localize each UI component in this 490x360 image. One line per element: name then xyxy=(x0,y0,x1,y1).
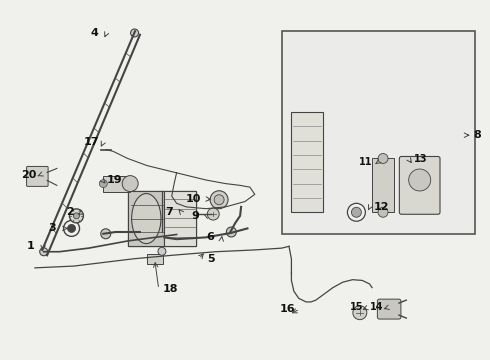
Bar xyxy=(128,191,164,246)
FancyBboxPatch shape xyxy=(377,299,401,319)
Text: 19: 19 xyxy=(106,175,122,185)
Text: 14: 14 xyxy=(370,302,384,312)
Circle shape xyxy=(409,169,431,191)
Text: 3: 3 xyxy=(48,224,56,233)
Circle shape xyxy=(378,207,388,217)
Bar xyxy=(292,112,323,212)
Text: 9: 9 xyxy=(191,211,199,221)
Bar xyxy=(164,191,196,246)
Text: 8: 8 xyxy=(473,130,481,140)
Circle shape xyxy=(226,227,236,237)
Bar xyxy=(147,254,163,264)
FancyBboxPatch shape xyxy=(399,157,440,214)
Circle shape xyxy=(64,220,79,237)
Circle shape xyxy=(347,203,366,221)
Circle shape xyxy=(210,191,228,209)
FancyBboxPatch shape xyxy=(26,166,48,186)
Text: 2: 2 xyxy=(66,207,74,217)
Bar xyxy=(372,158,394,212)
Text: 17: 17 xyxy=(83,138,99,147)
Text: 5: 5 xyxy=(207,254,215,264)
Circle shape xyxy=(40,248,48,256)
Bar xyxy=(128,191,196,246)
Text: 11: 11 xyxy=(360,157,373,167)
Text: 10: 10 xyxy=(186,194,201,204)
Text: 13: 13 xyxy=(414,154,428,164)
Text: 12: 12 xyxy=(374,202,390,212)
Circle shape xyxy=(353,306,367,320)
Circle shape xyxy=(378,153,388,163)
Bar xyxy=(282,31,475,234)
Circle shape xyxy=(68,224,75,233)
Text: 20: 20 xyxy=(22,170,37,180)
Ellipse shape xyxy=(132,194,161,244)
Bar xyxy=(103,176,130,192)
Text: 1: 1 xyxy=(27,241,35,251)
Text: 6: 6 xyxy=(206,232,214,242)
Circle shape xyxy=(172,231,182,240)
Circle shape xyxy=(158,247,166,255)
Circle shape xyxy=(214,195,224,205)
Text: 18: 18 xyxy=(163,284,178,294)
Circle shape xyxy=(70,209,83,223)
Circle shape xyxy=(99,180,107,188)
Circle shape xyxy=(101,229,111,239)
Text: 7: 7 xyxy=(166,207,173,217)
Circle shape xyxy=(122,176,138,192)
Circle shape xyxy=(351,207,362,217)
Circle shape xyxy=(74,213,79,219)
Text: 16: 16 xyxy=(280,304,296,314)
Text: 4: 4 xyxy=(91,28,98,38)
Circle shape xyxy=(131,29,139,37)
Circle shape xyxy=(207,208,219,220)
Text: 15: 15 xyxy=(350,302,363,312)
